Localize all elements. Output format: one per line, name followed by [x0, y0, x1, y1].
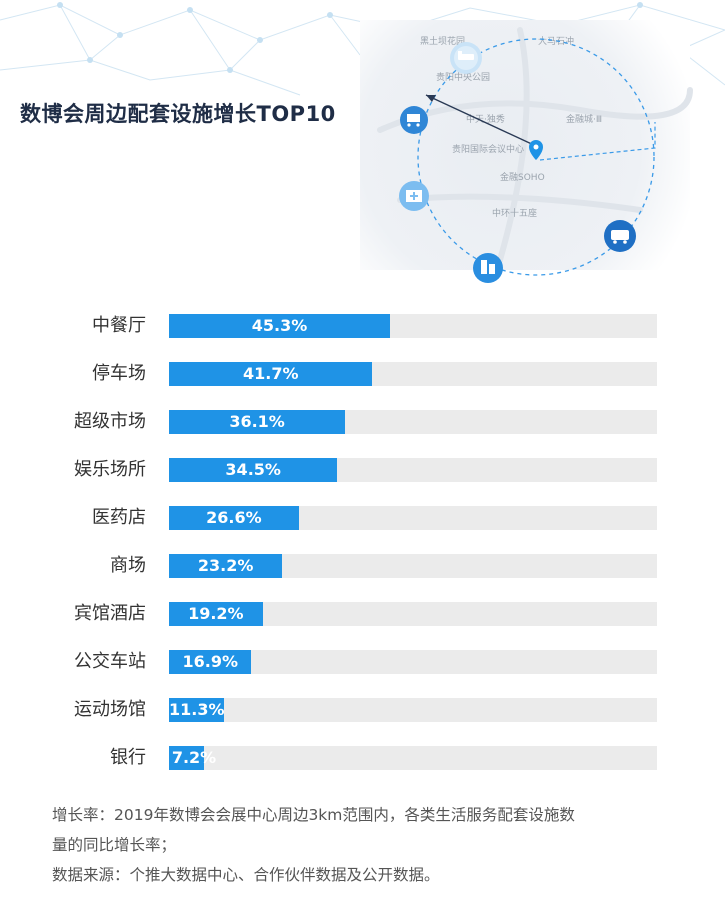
radius-line [539, 122, 656, 161]
category-label: 医药店 [92, 507, 146, 528]
category-label: 娱乐场所 [74, 459, 146, 480]
map-label: 贵阳中央公园 [436, 71, 490, 83]
map-label: 黑土坝花园 [420, 35, 465, 47]
bar-chart: 中餐厅 45.3% 停车场 41.7% 超级市场 36.1% 娱乐场所 34.5% 医药店 26.… [0, 300, 725, 780]
footnotes: 增长率：2019年数博会会展中心周边3km范围内，各类生活服务配套设施数 量的同… [52, 800, 692, 890]
bar [169, 602, 263, 626]
shopping-cart-icon [400, 106, 428, 134]
map-label: 金融SOHO [500, 171, 545, 183]
bar [169, 458, 338, 482]
category-label: 停车场 [92, 363, 146, 384]
bar-track [169, 746, 657, 770]
buildings-icon [473, 253, 503, 283]
value-label: 41.7% [242, 364, 299, 383]
bar [169, 314, 391, 338]
page-title: 数博会周边配套设施增长TOP10 [20, 102, 336, 126]
bar [169, 554, 283, 578]
bar-track [169, 698, 657, 722]
map-label: 中天·独秀 [466, 113, 505, 125]
hospital-icon [399, 181, 429, 211]
footnote-line: 增长率：2019年数博会会展中心周边3km范围内，各类生活服务配套设施数 [52, 806, 575, 824]
category-label: 商场 [110, 555, 146, 576]
header-illustration: 黑土坝花园 大马石冲 贵阳中央公园 中天·独秀 金融城·Ⅲ 贵阳国际会议中心 金… [0, 2, 725, 283]
value-label: 45.3% [251, 316, 308, 335]
pointer-line [425, 94, 537, 147]
category-label: 运动场馆 [74, 699, 146, 720]
map-area [360, 20, 693, 270]
value-label: 26.6% [206, 508, 262, 527]
pointer-arrow [426, 95, 436, 102]
map-label: 中环十五座 [492, 207, 537, 219]
bar [169, 698, 225, 722]
bar [169, 362, 373, 386]
value-label: 19.2% [188, 604, 244, 623]
radius-circle [417, 38, 655, 276]
bus-icon [604, 220, 636, 252]
value-label: 36.1% [229, 412, 285, 431]
value-label: 16.9% [182, 652, 238, 671]
hotel-icon [450, 42, 482, 74]
bar [169, 746, 205, 770]
value-label: 34.5% [225, 460, 281, 479]
map-label: 贵阳国际会议中心 [452, 143, 524, 155]
footnote-line: 量的同比增长率； [52, 836, 177, 854]
location-pin-icon [529, 140, 543, 160]
category-label: 公交车站 [74, 651, 146, 672]
category-label: 超级市场 [74, 411, 146, 432]
value-label: 11.3% [169, 700, 225, 719]
bar [169, 506, 299, 530]
bar [169, 650, 252, 674]
value-label: 23.2% [197, 556, 254, 575]
category-label: 银行 [110, 747, 146, 768]
map-label: 金融城·Ⅲ [566, 113, 602, 125]
footnote-line: 数据来源：个推大数据中心、合作伙伴数据及公开数据。 [52, 866, 440, 884]
category-label: 中餐厅 [92, 315, 146, 336]
category-label: 宾馆酒店 [74, 603, 146, 624]
bar [169, 410, 346, 434]
value-label: 7.2% [171, 748, 217, 767]
